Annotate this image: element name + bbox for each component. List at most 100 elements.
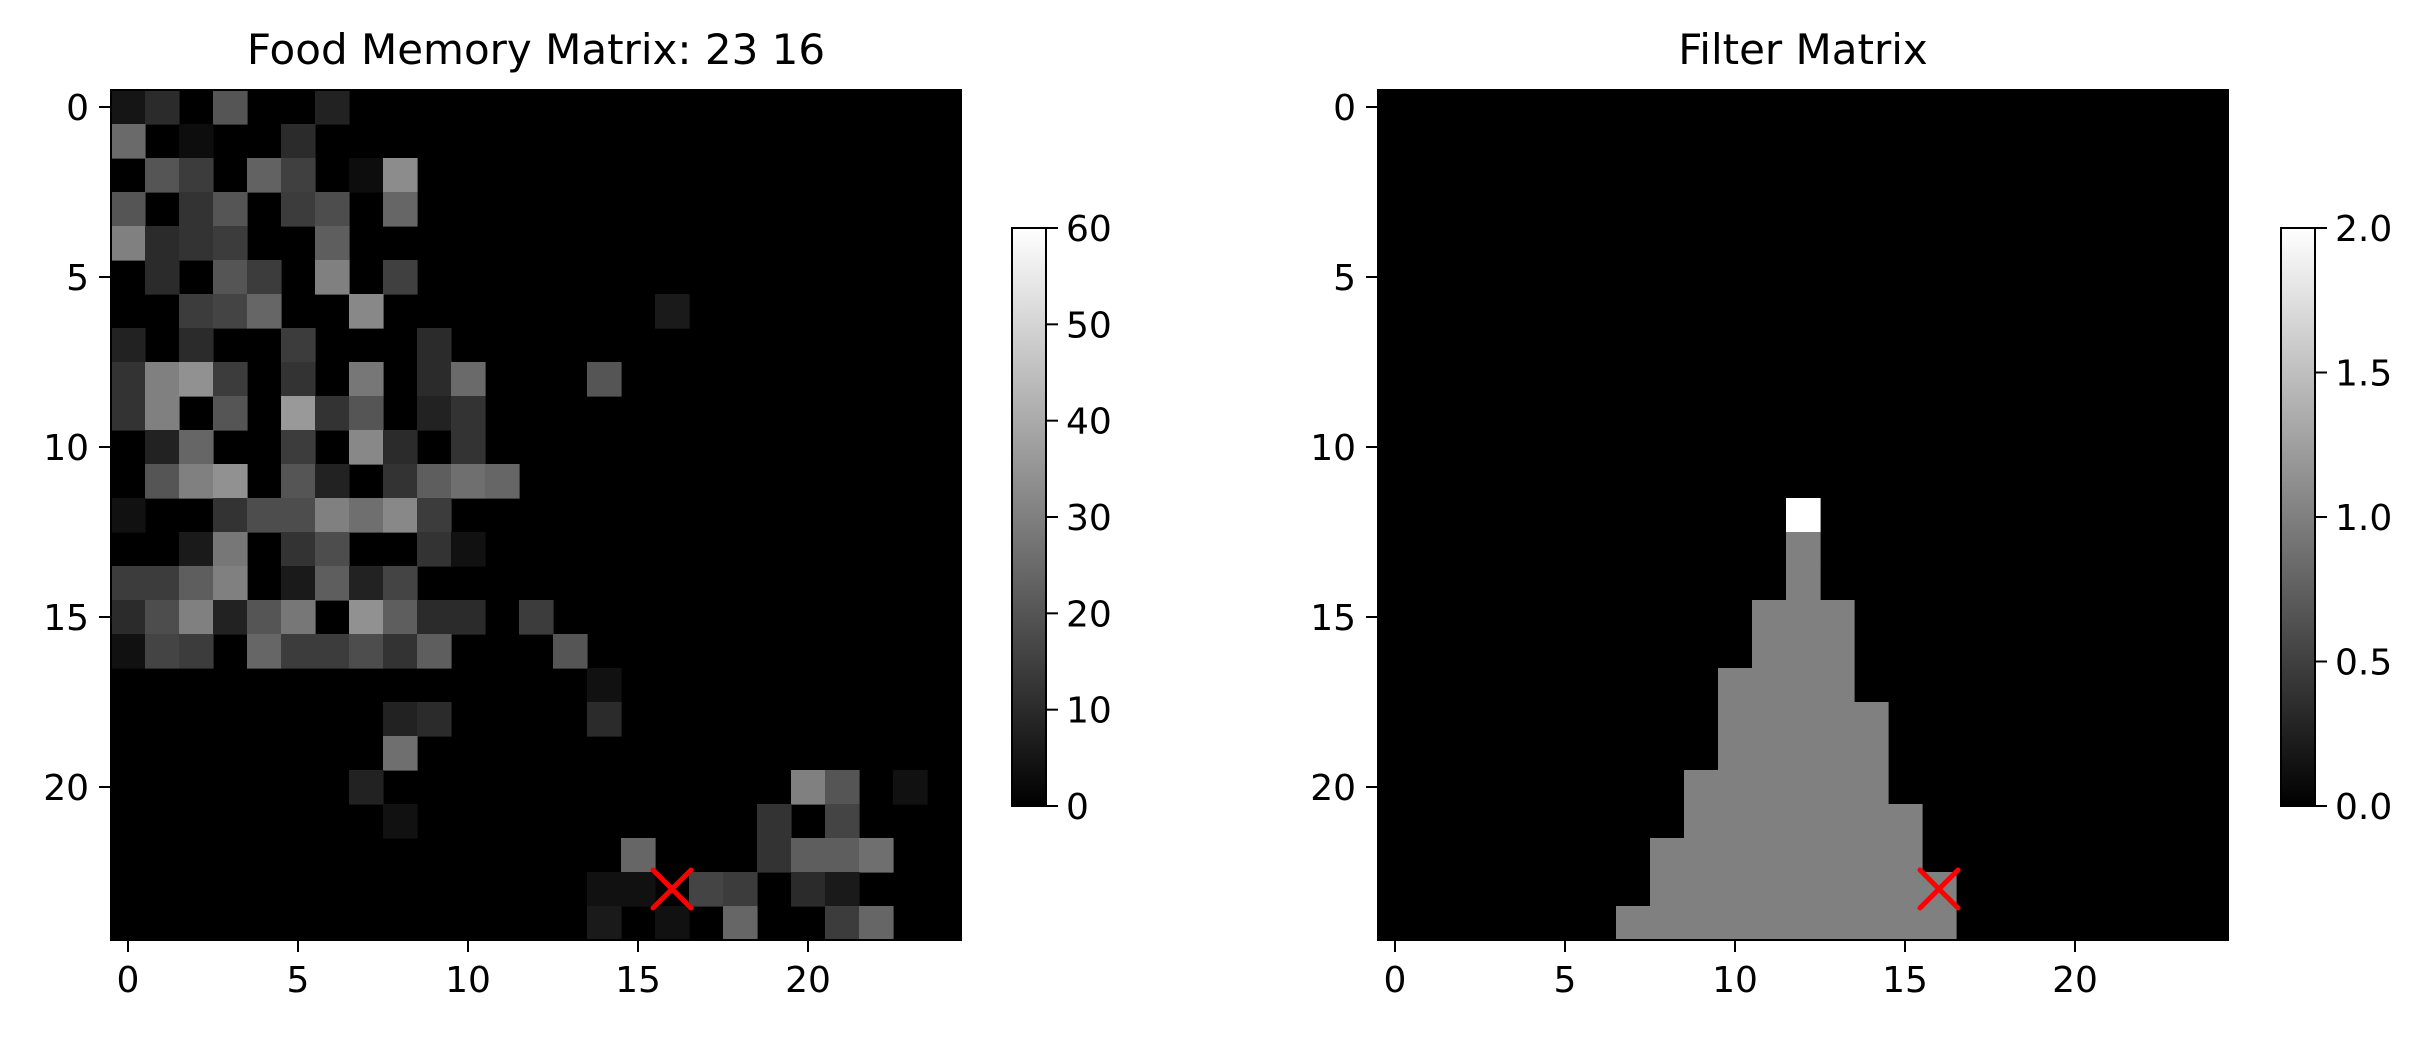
heatmap-cell	[417, 498, 452, 533]
colorbar-tick-label: 2.0	[2335, 209, 2392, 250]
heatmap-cell	[1854, 736, 1889, 771]
heatmap-cell	[145, 90, 180, 125]
heatmap-cell	[1684, 838, 1719, 873]
y-tick-label: 0	[1333, 88, 1356, 129]
heatmap-cell	[349, 566, 384, 601]
heatmap-cell	[349, 634, 384, 669]
heatmap-cell	[383, 192, 418, 227]
heatmap-cell	[1820, 872, 1855, 907]
heatmap-cell	[519, 600, 554, 635]
heatmap-cell	[315, 396, 350, 431]
heatmap-cell	[417, 600, 452, 635]
heatmap-cell	[1752, 906, 1787, 941]
x-tick-label: 0	[117, 960, 140, 1001]
heatmap-cell	[213, 464, 248, 499]
heatmap-cell	[1718, 702, 1753, 737]
heatmap-cell	[145, 362, 180, 397]
heatmap-cell	[757, 804, 792, 839]
food-memory-title: Food Memory Matrix: 23 16	[247, 25, 825, 74]
heatmap-cell	[893, 770, 928, 805]
heatmap-cell	[213, 362, 248, 397]
filter-axes-frame	[1377, 89, 2229, 941]
heatmap-cell	[349, 158, 384, 193]
heatmap-cell	[247, 498, 282, 533]
heatmap-cell	[281, 464, 316, 499]
x-tick-label: 5	[1554, 960, 1577, 1001]
colorbar-tick-label: 40	[1066, 402, 1112, 443]
heatmap-cell	[179, 600, 214, 635]
heatmap-cell	[1752, 838, 1787, 873]
heatmap-cell	[417, 464, 452, 499]
heatmap-cell	[825, 770, 860, 805]
heatmap-cell	[587, 906, 622, 941]
heatmap-cell	[1854, 838, 1889, 873]
heatmap-cell	[213, 90, 248, 125]
heatmap-cell	[281, 192, 316, 227]
heatmap-cell	[859, 906, 894, 941]
heatmap-cell	[723, 906, 758, 941]
colorbar-tick-label: 30	[1066, 498, 1112, 539]
heatmap-cell	[1684, 872, 1719, 907]
heatmap-cell	[621, 872, 656, 907]
heatmap-cell	[179, 464, 214, 499]
heatmap-cell	[791, 770, 826, 805]
heatmap-cell	[145, 600, 180, 635]
food-memory-y-ticks: 0 5 10 15 20	[43, 88, 111, 809]
filter-heatmap	[1378, 90, 2228, 941]
heatmap-cell	[1752, 804, 1787, 839]
colorbar-tick-label: 50	[1066, 305, 1112, 346]
heatmap-cell	[1718, 668, 1753, 703]
heatmap-cell	[451, 532, 486, 567]
heatmap-cell	[1616, 906, 1651, 941]
heatmap-cell	[655, 294, 690, 329]
heatmap-cell	[417, 396, 452, 431]
heatmap-cell	[791, 872, 826, 907]
heatmap-cell	[1650, 906, 1685, 941]
heatmap-cell	[281, 600, 316, 635]
heatmap-cell	[1888, 838, 1923, 873]
heatmap-cell	[281, 328, 316, 363]
heatmap-cell	[1752, 668, 1787, 703]
heatmap-cell	[655, 906, 690, 941]
heatmap-cell	[417, 634, 452, 669]
heatmap-cell	[1786, 804, 1821, 839]
heatmap-cell	[1718, 838, 1753, 873]
x-tick-label: 15	[1882, 960, 1928, 1001]
heatmap-cell	[587, 702, 622, 737]
heatmap-cell	[179, 192, 214, 227]
food-memory-colorbar: 0 10 20 30 40 50 60	[1011, 209, 1112, 828]
colorbar-tick-label: 20	[1066, 594, 1112, 635]
colorbar-tick-label: 10	[1066, 691, 1112, 732]
heatmap-cell	[145, 260, 180, 295]
heatmap-cell	[1786, 770, 1821, 805]
heatmap-cell	[145, 226, 180, 261]
filter-x-ticks: 0 5 10 15 20	[1384, 940, 2098, 1001]
heatmap-cell	[825, 838, 860, 873]
y-tick-label: 10	[1310, 428, 1356, 469]
heatmap-cell	[179, 158, 214, 193]
heatmap-cell	[213, 294, 248, 329]
heatmap-cell	[281, 158, 316, 193]
heatmap-cell	[383, 498, 418, 533]
heatmap-cell	[349, 362, 384, 397]
food-memory-heatmap	[111, 90, 961, 941]
heatmap-cell	[587, 872, 622, 907]
heatmap-cell	[791, 838, 826, 873]
heatmap-cell	[451, 362, 486, 397]
colorbar-tick-label: 0.5	[2335, 643, 2392, 684]
colorbar-gradient	[1011, 227, 1047, 807]
heatmap-cell	[213, 260, 248, 295]
heatmap-cell	[1854, 770, 1889, 805]
x-tick-label: 5	[287, 960, 310, 1001]
filter-marker	[1917, 867, 1961, 911]
heatmap-cell	[1854, 906, 1889, 941]
heatmap-cell	[179, 124, 214, 159]
heatmap-cell	[315, 634, 350, 669]
heatmap-cell	[349, 600, 384, 635]
filter-y-ticks: 0 5 10 15 20	[1310, 88, 1378, 809]
heatmap-cell	[1786, 566, 1821, 601]
heatmap-cell	[111, 328, 146, 363]
y-tick-label: 15	[43, 598, 89, 639]
heatmap-cell	[417, 328, 452, 363]
heatmap-cell	[111, 600, 146, 635]
